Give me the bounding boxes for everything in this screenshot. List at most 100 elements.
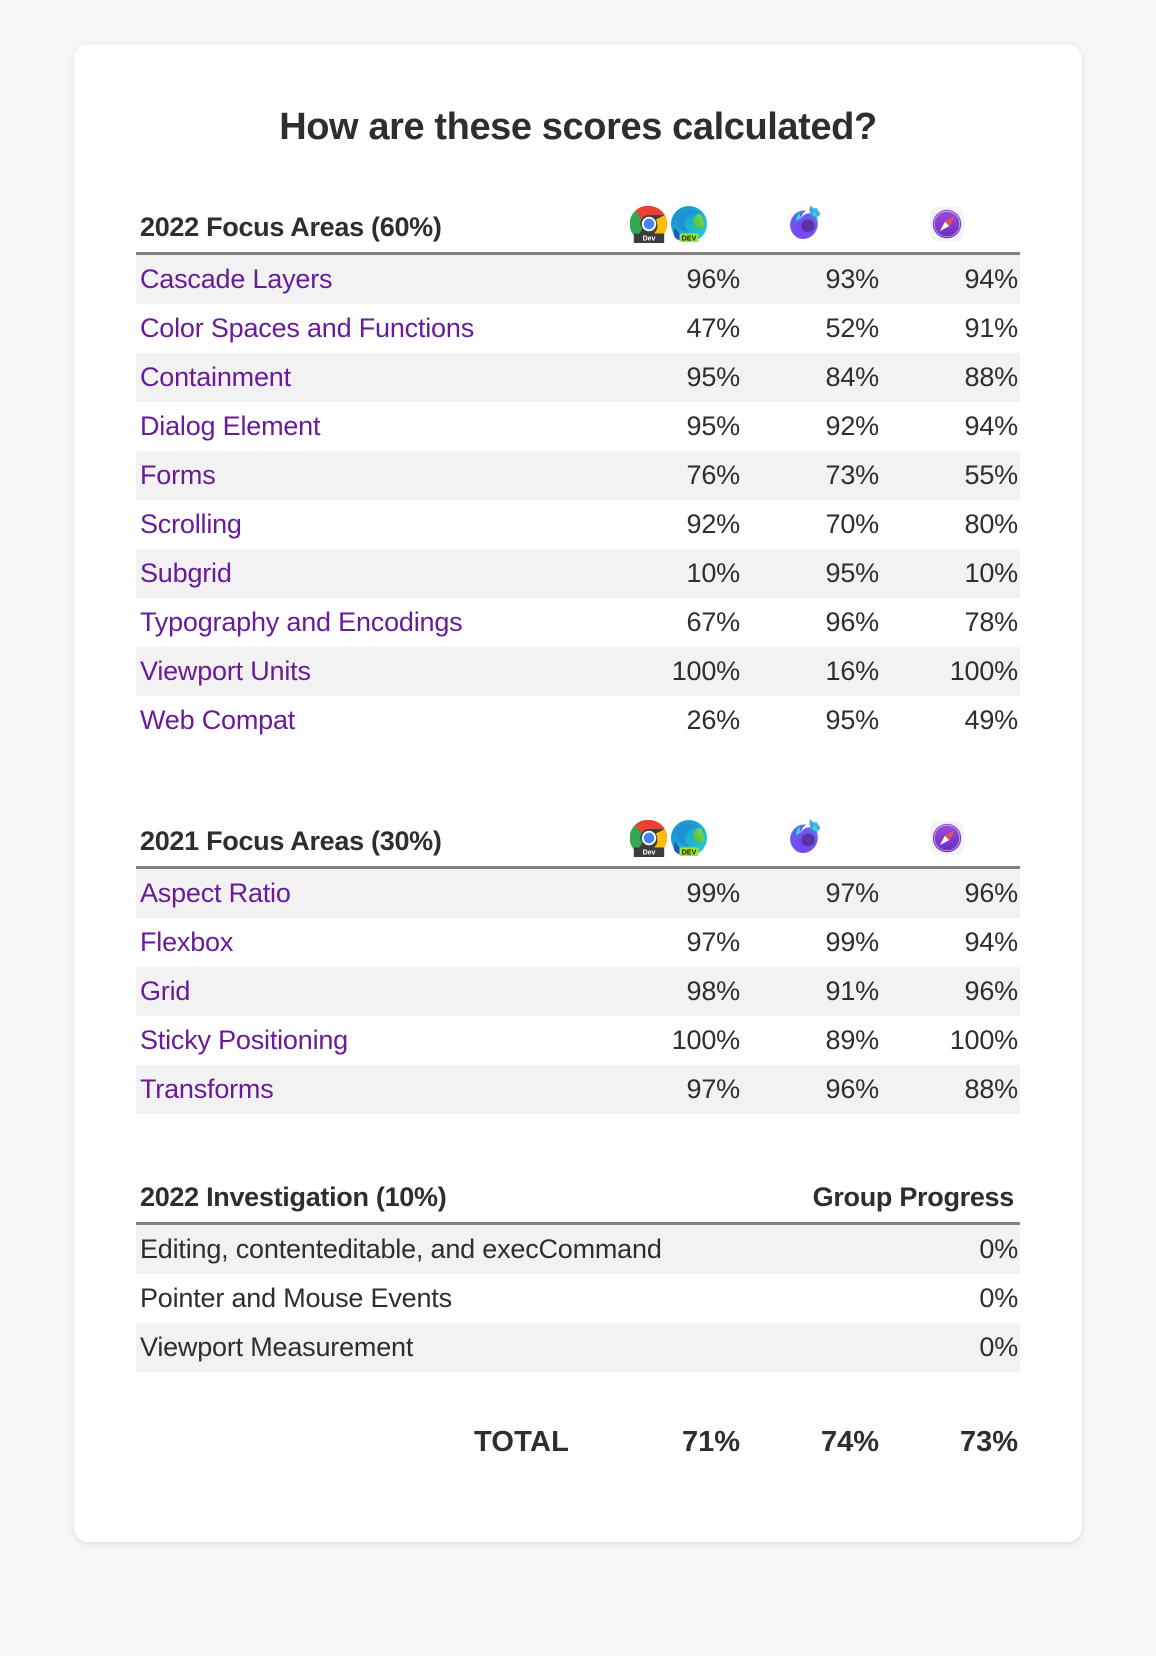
score-cell-chrome-dev-and-edge-dev: 92% (686, 509, 741, 539)
edge-dev-icon: DEV (670, 205, 708, 243)
browser-column-chrome-dev-and-edge-dev: Dev DEV (599, 819, 738, 857)
score-cell-chrome-dev-and-edge-dev: 97% (686, 1074, 741, 1104)
focus-area-link[interactable]: Cascade Layers (140, 264, 333, 294)
table-row: Dialog Element 95% 92% 94% (136, 402, 1020, 451)
focus-area-link[interactable]: Dialog Element (140, 411, 321, 441)
focus-area-link[interactable]: Typography and Encodings (140, 607, 463, 637)
score-cell-firefox-nightly: 95% (825, 705, 880, 735)
score-cell-safari-technology-preview: 94% (964, 411, 1019, 441)
score-cell-safari-technology-preview: 78% (964, 607, 1019, 637)
focus-area-link[interactable]: Sticky Positioning (140, 1025, 348, 1055)
score-cell-chrome-dev-and-edge-dev: 95% (686, 411, 741, 441)
score-cell-firefox-nightly: 99% (825, 927, 880, 957)
score-cell-safari-technology-preview: 49% (964, 705, 1019, 735)
investigation-label: Editing, contenteditable, and execComman… (140, 1234, 662, 1264)
score-cell-chrome-dev-and-edge-dev: 96% (686, 264, 741, 294)
safari-technology-preview-icon (928, 819, 966, 857)
section-focus-2022: 2022 Focus Areas (60%) Dev (136, 205, 1020, 745)
table-row: Scrolling 92% 70% 80% (136, 500, 1020, 549)
score-cell-safari-technology-preview: 94% (964, 264, 1019, 294)
browser-column-headers: Dev DEV (599, 819, 1016, 857)
svg-text:Dev: Dev (642, 236, 655, 243)
score-cell-safari-technology-preview: 88% (964, 362, 1019, 392)
score-cell-firefox-nightly: 73% (825, 460, 880, 490)
section-header-investigation-2022: 2022 Investigation (10%) Group Progress (136, 1182, 1020, 1225)
focus-area-link[interactable]: Transforms (140, 1074, 274, 1104)
score-cell-safari-technology-preview: 55% (964, 460, 1019, 490)
score-cell-firefox-nightly: 96% (825, 1074, 880, 1104)
chrome-dev-icon: Dev (629, 205, 668, 243)
page-title: How are these scores calculated? (279, 106, 877, 148)
firefox-nightly-icon (789, 819, 827, 857)
section-header-focus-2021: 2021 Focus Areas (30%) Dev (136, 819, 1020, 869)
table-row: Typography and Encodings 67% 96% 78% (136, 598, 1020, 647)
table-row: Transforms 97% 96% 88% (136, 1065, 1020, 1114)
browser-column-headers: Dev DEV (599, 205, 1016, 243)
score-cell-firefox-nightly: 16% (825, 656, 880, 686)
score-cell-chrome-dev-and-edge-dev: 26% (686, 705, 741, 735)
focus-area-link[interactable]: Flexbox (140, 927, 234, 957)
svg-text:DEV: DEV (681, 847, 696, 856)
total-label: TOTAL (474, 1425, 569, 1458)
score-cell-firefox-nightly: 70% (825, 509, 880, 539)
focus-area-link[interactable]: Subgrid (140, 558, 232, 588)
browser-column-firefox-nightly (738, 819, 877, 857)
total-value-chrome-edge: 71% (681, 1425, 740, 1458)
group-progress-value: 0% (979, 1234, 1018, 1264)
score-cell-safari-technology-preview: 94% (964, 927, 1019, 957)
score-cell-firefox-nightly: 96% (825, 607, 880, 637)
focus-area-link[interactable]: Aspect Ratio (140, 878, 291, 908)
svg-text:DEV: DEV (681, 233, 696, 242)
score-cell-chrome-dev-and-edge-dev: 76% (686, 460, 741, 490)
score-cell-chrome-dev-and-edge-dev: 100% (671, 656, 740, 686)
score-cell-firefox-nightly: 93% (825, 264, 880, 294)
section-title: 2021 Focus Areas (30%) (140, 826, 442, 856)
table-row: Pointer and Mouse Events 0% (136, 1274, 1020, 1323)
sections-container: 2022 Focus Areas (60%) Dev (136, 205, 1020, 1372)
section-header-focus-2022: 2022 Focus Areas (60%) Dev (136, 205, 1020, 255)
score-cell-chrome-dev-and-edge-dev: 99% (686, 878, 741, 908)
group-progress-value: 0% (979, 1283, 1018, 1313)
table-row: Flexbox 97% 99% 94% (136, 918, 1020, 967)
focus-area-link[interactable]: Containment (140, 362, 291, 392)
group-progress-header: Group Progress (812, 1182, 1015, 1212)
section-focus-2021: 2021 Focus Areas (30%) Dev (136, 819, 1020, 1114)
total-row: TOTAL 71% 74% 73% (136, 1412, 1020, 1472)
section-investigation-2022: 2022 Investigation (10%) Group Progress Ed… (136, 1182, 1020, 1372)
browser-column-firefox-nightly (738, 205, 877, 243)
score-cell-safari-technology-preview: 96% (964, 976, 1019, 1006)
table-row: Forms 76% 73% 55% (136, 451, 1020, 500)
score-cell-safari-technology-preview: 100% (949, 656, 1018, 686)
table-row: Color Spaces and Functions 47% 52% 91% (136, 304, 1020, 353)
table-row: Cascade Layers 96% 93% 94% (136, 255, 1020, 304)
score-cell-chrome-dev-and-edge-dev: 10% (686, 558, 741, 588)
focus-area-link[interactable]: Grid (140, 976, 191, 1006)
rows-investigation-2022: Editing, contenteditable, and execComman… (136, 1225, 1020, 1372)
score-cell-firefox-nightly: 97% (825, 878, 880, 908)
focus-area-link[interactable]: Scrolling (140, 509, 242, 539)
edge-dev-icon: DEV (670, 819, 708, 857)
focus-area-link[interactable]: Forms (140, 460, 216, 490)
safari-technology-preview-icon (928, 205, 966, 243)
section-spacer (136, 753, 1020, 819)
score-cell-firefox-nightly: 95% (825, 558, 880, 588)
score-cell-firefox-nightly: 52% (825, 313, 880, 343)
focus-area-link[interactable]: Web Compat (140, 705, 296, 735)
score-cell-safari-technology-preview: 91% (964, 313, 1019, 343)
table-row: Viewport Measurement 0% (136, 1323, 1020, 1372)
score-cell-chrome-dev-and-edge-dev: 67% (686, 607, 741, 637)
group-progress-value: 0% (979, 1332, 1018, 1362)
firefox-nightly-icon (789, 205, 827, 243)
focus-area-link[interactable]: Color Spaces and Functions (140, 313, 474, 343)
table-row: Web Compat 26% 95% 49% (136, 696, 1020, 745)
table-row: Editing, contenteditable, and execComman… (136, 1225, 1020, 1274)
section-title: 2022 Focus Areas (60%) (140, 212, 442, 242)
table-row: Subgrid 10% 95% 10% (136, 549, 1020, 598)
chrome-dev-icon: Dev (629, 819, 668, 857)
score-cell-chrome-dev-and-edge-dev: 100% (671, 1025, 740, 1055)
browser-column-chrome-dev-and-edge-dev: Dev DEV (599, 205, 738, 243)
focus-area-link[interactable]: Viewport Units (140, 656, 311, 686)
score-cell-firefox-nightly: 92% (825, 411, 880, 441)
table-row: Containment 95% 84% 88% (136, 353, 1020, 402)
